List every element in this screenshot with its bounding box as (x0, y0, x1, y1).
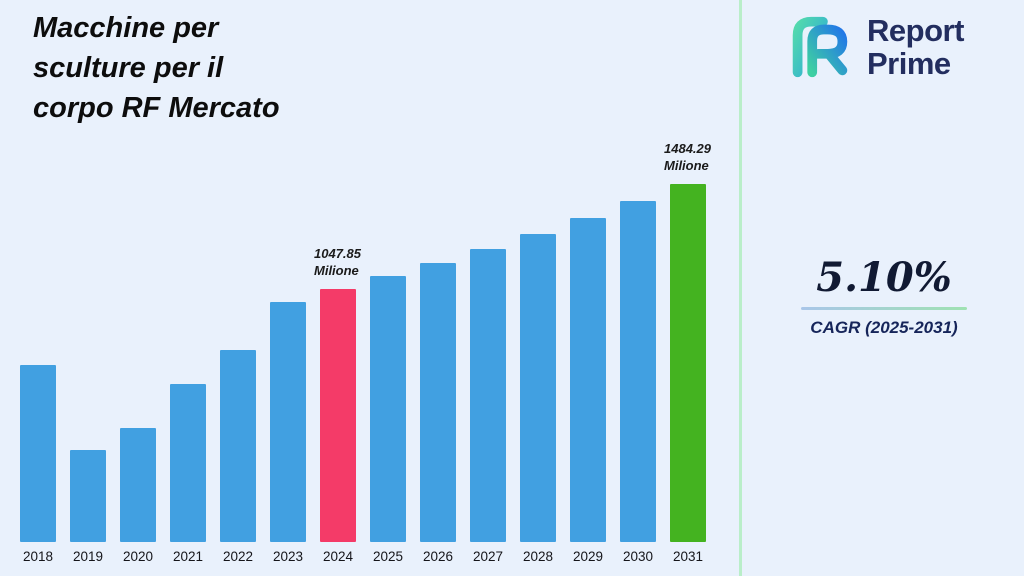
x-axis-label-2029: 2029 (572, 549, 604, 564)
x-axis-label-2030: 2030 (622, 549, 654, 564)
chart-title-line-2: sculture per il (33, 52, 224, 85)
bar-cell-2028: 2028 (520, 234, 556, 564)
bar-cell-2022: 2022 (220, 350, 256, 564)
cagr-value: 5.10% (816, 254, 952, 301)
x-axis-label-2018: 2018 (22, 549, 54, 564)
bar-cell-2019: 2019 (70, 450, 106, 564)
x-axis-label-2019: 2019 (72, 549, 104, 564)
bar-2025 (370, 276, 406, 542)
x-axis-label-2027: 2027 (472, 549, 504, 564)
x-axis-label-2031: 2031 (672, 549, 704, 564)
brand-name-line-1: Report (867, 12, 964, 48)
x-axis-label-2024: 2024 (322, 549, 354, 564)
report-prime-logo: Report Prime (783, 10, 964, 84)
bar-2028 (520, 234, 556, 542)
bar-cell-2029: 2029 (570, 218, 606, 564)
chart-title-line-3: corpo RF Mercato (33, 92, 280, 125)
bar-2021 (170, 384, 206, 542)
bar-cell-2018: 2018 (20, 365, 56, 564)
bar-2029 (570, 218, 606, 542)
cagr-label: CAGR (2025-2031) (810, 318, 958, 337)
bar-2023 (270, 302, 306, 542)
report-prime-logo-icon (792, 16, 848, 78)
bar-2031 (670, 184, 706, 542)
bar-cell-2030: 2030 (620, 201, 656, 564)
bar-2026 (420, 263, 456, 542)
bar-annotation-2024: 1047.85 Milione (314, 246, 361, 279)
bar-2024 (320, 289, 356, 542)
bar-cell-2031: 1484.29 Milione 2031 (664, 141, 711, 564)
x-axis-label-2023: 2023 (272, 549, 304, 564)
bar-2018 (20, 365, 56, 542)
bar-annotation-2031: 1484.29 Milione (664, 141, 711, 174)
x-axis-label-2028: 2028 (522, 549, 554, 564)
bar-cell-2027: 2027 (470, 249, 506, 564)
x-axis-label-2021: 2021 (172, 549, 204, 564)
bar-2019 (70, 450, 106, 542)
bar-2022 (220, 350, 256, 542)
bar-chart: 2018 2019 2020 2021 2022 2023 1047.85 Milione 20… (20, 141, 711, 564)
brand-name-line-2: Prime (867, 46, 951, 81)
x-axis-label-2022: 2022 (222, 549, 254, 564)
bar-cell-2024: 1047.85 Milione 2024 (314, 246, 361, 564)
cagr-block: 5.10% CAGR (2025-2031) (798, 254, 970, 338)
bar-cell-2021: 2021 (170, 384, 206, 564)
cagr-underline (801, 307, 967, 310)
bar-2027 (470, 249, 506, 542)
x-axis-label-2026: 2026 (422, 549, 454, 564)
chart-title: Macchine per sculture per il corpo RF Me… (33, 8, 280, 128)
brand-name: Report Prime (867, 12, 964, 81)
bar-cell-2026: 2026 (420, 263, 456, 564)
x-axis-label-2025: 2025 (372, 549, 404, 564)
chart-title-line-1: Macchine per (33, 12, 219, 44)
vertical-divider (739, 0, 742, 576)
bar-2020 (120, 428, 156, 542)
bar-cell-2023: 2023 (270, 302, 306, 564)
bar-cell-2020: 2020 (120, 428, 156, 564)
bar-cell-2025: 2025 (370, 276, 406, 564)
x-axis-label-2020: 2020 (122, 549, 154, 564)
bar-2030 (620, 201, 656, 542)
